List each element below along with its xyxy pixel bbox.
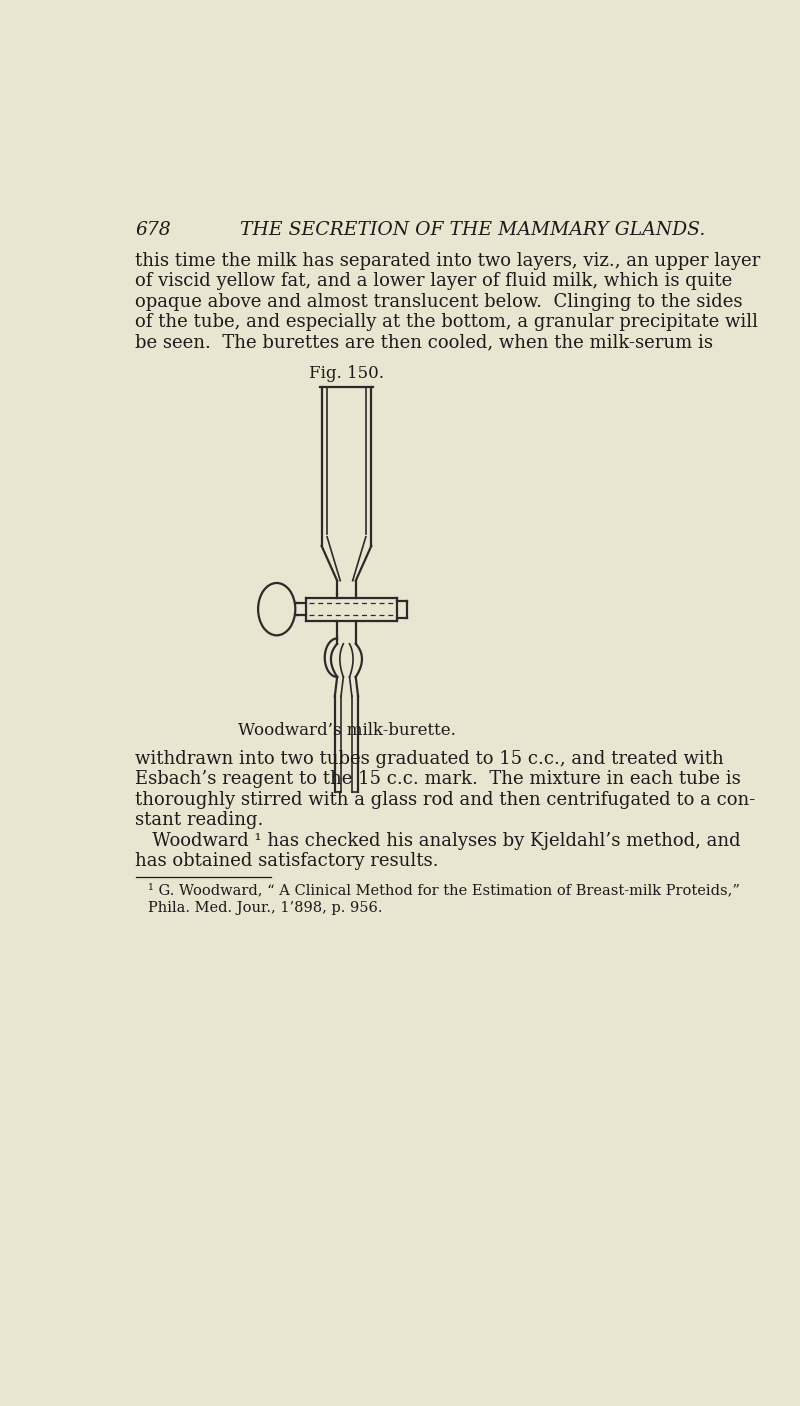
- Text: opaque above and almost translucent below.  Clinging to the sides: opaque above and almost translucent belo…: [135, 292, 742, 311]
- Text: has obtained satisfactory results.: has obtained satisfactory results.: [135, 852, 438, 870]
- Text: of the tube, and especially at the bottom, a granular precipitate will: of the tube, and especially at the botto…: [135, 314, 758, 330]
- Text: Woodward ¹ has checked his analyses by Kjeldahl’s method, and: Woodward ¹ has checked his analyses by K…: [135, 832, 741, 849]
- Text: be seen.  The burettes are then cooled, when the milk-serum is: be seen. The burettes are then cooled, w…: [135, 333, 713, 352]
- Text: Esbach’s reagent to the 15 c.c. mark.  The mixture in each tube is: Esbach’s reagent to the 15 c.c. mark. Th…: [135, 770, 741, 789]
- Text: of viscid yellow fat, and a lower layer of fluid milk, which is quite: of viscid yellow fat, and a lower layer …: [135, 273, 732, 290]
- Ellipse shape: [258, 583, 295, 636]
- Text: this time the milk has separated into two layers, viz., an upper layer: this time the milk has separated into tw…: [135, 252, 760, 270]
- Text: thoroughly stirred with a glass rod and then centrifugated to a con-: thoroughly stirred with a glass rod and …: [135, 792, 755, 808]
- Text: 678: 678: [136, 221, 171, 239]
- Text: ¹ G. Woodward, “ A Clinical Method for the Estimation of Breast-milk Proteids,”: ¹ G. Woodward, “ A Clinical Method for t…: [148, 883, 740, 897]
- Text: THE SECRETION OF THE MAMMARY GLANDS.: THE SECRETION OF THE MAMMARY GLANDS.: [239, 221, 705, 239]
- Text: Fig. 150.: Fig. 150.: [309, 366, 384, 382]
- Text: withdrawn into two tubes graduated to 15 c.c., and treated with: withdrawn into two tubes graduated to 15…: [135, 749, 724, 768]
- Text: stant reading.: stant reading.: [135, 811, 263, 830]
- Text: Woodward’s milk-burette.: Woodward’s milk-burette.: [238, 721, 455, 738]
- Text: Phila. Med. Jour., 1’898, p. 956.: Phila. Med. Jour., 1’898, p. 956.: [148, 901, 382, 915]
